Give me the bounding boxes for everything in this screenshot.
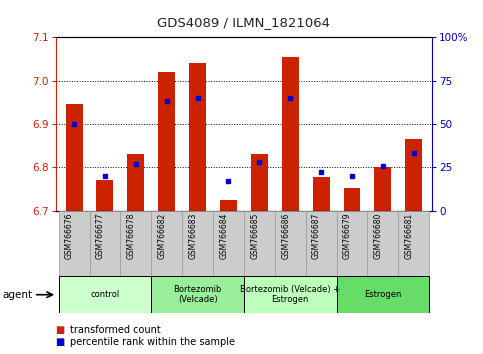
Bar <box>343 188 360 211</box>
Bar <box>89 211 120 276</box>
Text: transformed count: transformed count <box>70 325 161 335</box>
Bar <box>97 180 114 211</box>
Text: GSM766683: GSM766683 <box>188 213 198 259</box>
Text: Bortezomib
(Velcade): Bortezomib (Velcade) <box>173 285 222 304</box>
Bar <box>182 211 213 276</box>
Bar <box>66 104 83 211</box>
Text: GSM766681: GSM766681 <box>405 213 414 259</box>
Bar <box>58 276 151 313</box>
Text: agent: agent <box>2 290 32 300</box>
Bar <box>244 211 275 276</box>
Text: ■: ■ <box>56 337 65 347</box>
Text: Estrogen: Estrogen <box>364 290 401 299</box>
Bar <box>244 276 337 313</box>
Text: GSM766679: GSM766679 <box>343 213 352 259</box>
Bar <box>313 177 329 211</box>
Bar <box>220 200 237 211</box>
Bar <box>398 211 429 276</box>
Bar <box>374 167 391 211</box>
Text: GDS4089 / ILMN_1821064: GDS4089 / ILMN_1821064 <box>157 17 330 29</box>
Text: GSM766684: GSM766684 <box>219 213 228 259</box>
Text: control: control <box>90 290 120 299</box>
Text: GSM766685: GSM766685 <box>250 213 259 259</box>
Bar <box>58 211 89 276</box>
Text: percentile rank within the sample: percentile rank within the sample <box>70 337 235 347</box>
Bar <box>337 276 429 313</box>
Bar <box>275 211 306 276</box>
Bar <box>405 139 422 211</box>
Bar <box>337 211 368 276</box>
Text: GSM766687: GSM766687 <box>312 213 321 259</box>
Bar <box>189 63 206 211</box>
Text: GSM766676: GSM766676 <box>65 213 74 259</box>
Bar <box>251 154 268 211</box>
Text: ■: ■ <box>56 325 65 335</box>
Bar <box>120 211 151 276</box>
Text: Bortezomib (Velcade) +
Estrogen: Bortezomib (Velcade) + Estrogen <box>240 285 341 304</box>
Bar <box>151 211 182 276</box>
Text: GSM766682: GSM766682 <box>158 213 167 259</box>
Bar <box>128 154 144 211</box>
Text: GSM766680: GSM766680 <box>374 213 383 259</box>
Bar <box>282 57 298 211</box>
Bar <box>158 72 175 211</box>
Text: GSM766686: GSM766686 <box>281 213 290 259</box>
Text: GSM766677: GSM766677 <box>96 213 105 259</box>
Bar <box>368 211 398 276</box>
Bar <box>306 211 337 276</box>
Text: GSM766678: GSM766678 <box>127 213 136 259</box>
Bar <box>213 211 244 276</box>
Bar <box>151 276 244 313</box>
